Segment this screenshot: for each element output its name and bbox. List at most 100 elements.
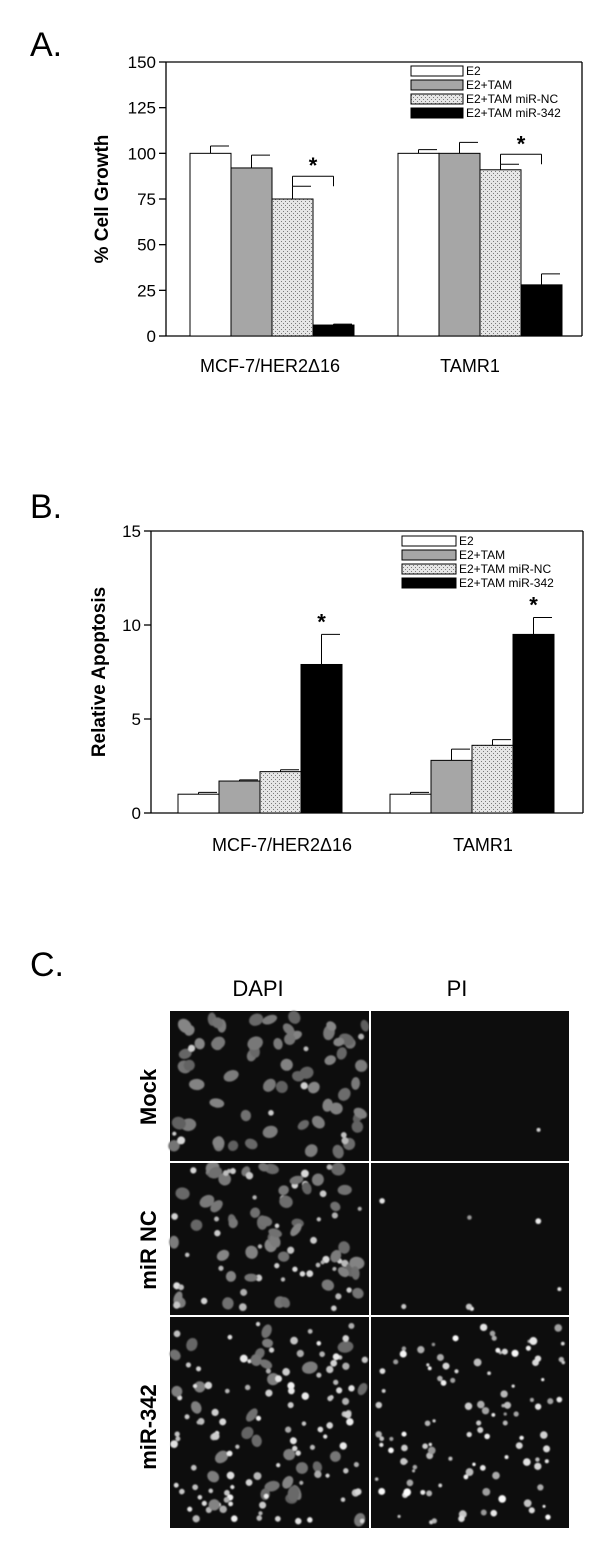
pi-image-mir-nc [379, 1198, 562, 1311]
nucleus [287, 1382, 295, 1390]
pi-stained-cell [381, 1388, 386, 1393]
nucleus [190, 1401, 202, 1414]
nucleus [337, 1184, 352, 1196]
pi-stained-cell [482, 1487, 491, 1496]
nucleus [282, 1476, 294, 1489]
nucleus [247, 1036, 263, 1050]
pi-stained-cell [534, 1403, 542, 1410]
nucleus [316, 1372, 322, 1378]
nucleus [245, 1245, 258, 1259]
nucleus [357, 1206, 362, 1211]
pi-stained-cell [397, 1514, 401, 1519]
pi-stained-cell [523, 1499, 532, 1508]
pi-stained-cell [463, 1474, 469, 1480]
panel-b-label: B. [30, 488, 62, 526]
pi-stained-cell [465, 1468, 474, 1476]
chart-b-significance-star: * [529, 592, 538, 617]
nucleus [301, 1421, 307, 1426]
chart-b-y-tick-label: 15 [122, 522, 141, 541]
nucleus [352, 1287, 364, 1299]
nucleus [218, 1265, 224, 1271]
nucleus [360, 1019, 370, 1032]
nucleus [326, 1021, 337, 1031]
nucleus [289, 1437, 297, 1445]
nucleus [327, 1395, 333, 1402]
pi-image-mir-342 [374, 1323, 566, 1525]
nucleus [211, 1036, 226, 1049]
chart-a-bar [397, 152, 440, 337]
pi-stained-cell [541, 1377, 545, 1382]
chart-b-bar [177, 793, 220, 814]
nucleus [330, 1451, 341, 1462]
nucleus [319, 1190, 327, 1198]
pi-stained-cell [477, 1427, 484, 1434]
nucleus [360, 1518, 365, 1524]
nucleus [226, 1450, 233, 1457]
nucleus [332, 1266, 337, 1271]
pi-stained-cell [422, 1443, 428, 1450]
nucleus [227, 1140, 239, 1152]
nucleus [275, 1375, 283, 1383]
chart-a-significance-star: * [309, 153, 318, 178]
nucleus [354, 1488, 362, 1496]
nucleus [296, 1349, 304, 1358]
nucleus [331, 1162, 346, 1176]
nucleus [250, 1354, 262, 1366]
nucleus [299, 1480, 304, 1485]
nucleus [337, 1266, 349, 1278]
nucleus [192, 1515, 200, 1523]
nucleus [239, 1354, 248, 1363]
pi-stained-cell [519, 1435, 524, 1441]
nucleus [240, 1109, 252, 1122]
nucleus [326, 1365, 334, 1374]
nucleus [316, 1341, 322, 1346]
pi-stained-cell [484, 1433, 490, 1440]
chart-b-legend-swatch [401, 563, 457, 575]
pi-stained-cell [417, 1346, 425, 1354]
pi-stained-cell [561, 1360, 566, 1365]
pi-stained-cell [379, 1198, 385, 1204]
pi-stained-cell [473, 1358, 482, 1367]
pi-stained-cell [375, 1401, 382, 1409]
nucleus [278, 1185, 289, 1196]
pi-stained-cell [412, 1469, 416, 1473]
chart-a-y-tick-label: 50 [137, 236, 156, 255]
pi-stained-cell [420, 1489, 426, 1495]
nucleus [249, 1013, 264, 1026]
pi-stained-cell [537, 1484, 544, 1491]
nucleus [258, 1162, 269, 1172]
chart-a-y-axis-title: % Cell Growth [92, 135, 113, 264]
nucleus [315, 1262, 321, 1268]
nucleus [301, 1392, 309, 1400]
nucleus [333, 1037, 345, 1047]
nucleus [192, 1383, 197, 1389]
chart-b-category-label: TAMR1 [453, 835, 513, 855]
chart-panel-b: B. 0 5 10 15 Relative Apoptosis MCF-7/HER2Δ16… [30, 488, 584, 855]
chart-a-legend-label: E2 [466, 64, 481, 78]
nucleus [358, 1033, 365, 1040]
nucleus [184, 1252, 190, 1258]
nucleus [311, 1115, 325, 1129]
nucleus [326, 1164, 333, 1170]
nucleus [330, 1359, 338, 1367]
nucleus [268, 1110, 274, 1116]
nucleus [312, 1461, 323, 1473]
pi-stained-cell [535, 1218, 542, 1225]
nucleus [338, 1087, 351, 1101]
pi-stained-cell [465, 1303, 473, 1310]
pi-stained-cell [432, 1419, 436, 1423]
pi-stained-cell [374, 1477, 379, 1481]
chart-b-y-axis-title: Relative Apoptosis [89, 587, 110, 757]
nucleus [192, 1484, 199, 1491]
pi-stained-cell [498, 1495, 507, 1503]
nucleus [226, 1471, 235, 1480]
nucleus [172, 1131, 177, 1136]
nucleus [261, 1324, 272, 1339]
chart-b-bar [512, 633, 555, 814]
chart-b-bar [218, 780, 261, 814]
nucleus [177, 1018, 192, 1034]
pi-stained-cell [502, 1420, 508, 1426]
pi-stained-cell [513, 1411, 519, 1417]
nucleus [340, 1132, 347, 1138]
nucleus [214, 1230, 221, 1237]
